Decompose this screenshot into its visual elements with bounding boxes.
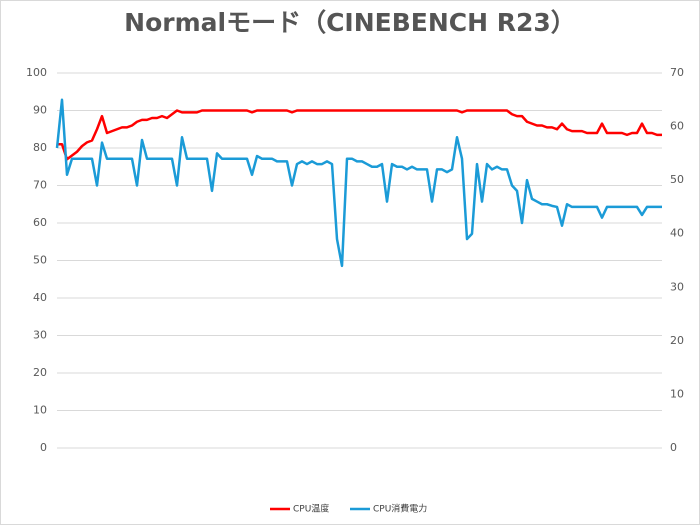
- y-tick-label: 50: [33, 254, 47, 267]
- y2-tick-label: 20: [670, 334, 684, 347]
- y2-tick-label: 40: [670, 227, 684, 240]
- y-tick-label: 70: [33, 179, 47, 192]
- y2-tick-label: 0: [670, 441, 677, 454]
- y-tick-label: 100: [26, 66, 47, 79]
- series-line: [55, 98, 662, 268]
- chart-title: Normalモード（CINEBENCH R23）: [124, 8, 576, 37]
- y-tick-label: 40: [33, 291, 47, 304]
- y-tick-label: 0: [40, 441, 47, 454]
- y2-tick-label: 70: [670, 66, 684, 79]
- y2-tick-label: 60: [670, 120, 684, 133]
- legend-label: CPU温度: [293, 503, 329, 515]
- y2-tick-label: 30: [670, 280, 684, 293]
- y2-tick-label: 10: [670, 387, 684, 400]
- y-tick-label: 60: [33, 216, 47, 229]
- y-tick-label: 90: [33, 104, 47, 117]
- y-tick-label: 20: [33, 366, 47, 379]
- legend-label: CPU消費電力: [373, 503, 427, 515]
- y-tick-label: 80: [33, 141, 47, 154]
- y-tick-label: 10: [33, 404, 47, 417]
- y-tick-label: 30: [33, 329, 47, 342]
- y2-tick-label: 50: [670, 173, 684, 186]
- series-line: [57, 109, 662, 161]
